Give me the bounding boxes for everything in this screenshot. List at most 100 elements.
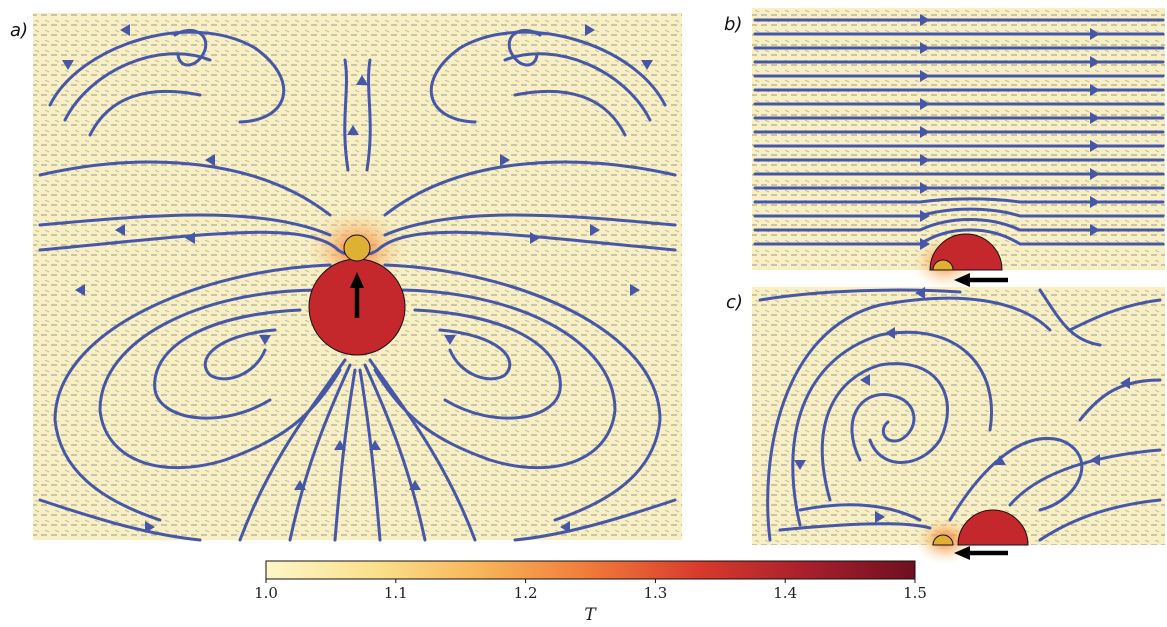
streamline-arrowhead [920,182,930,194]
streamline-arrowhead [920,98,930,110]
streamline-arrowhead [356,75,368,85]
small-disc [932,534,954,546]
streamline-arrowhead [205,154,215,166]
small-disc [932,259,954,271]
streamline [383,160,677,217]
streamline-arrowhead [1090,140,1100,152]
streamline-arrowhead [120,24,130,36]
streamline-arrowhead [920,70,930,82]
colorbar-tick-label: 1.5 [903,584,927,602]
streamline-arrowhead [860,374,870,386]
streamline [38,213,332,237]
panel-label-b: b) [724,14,742,35]
streamline-arrowhead [1090,84,1100,96]
colorbar-ticks: 1.0 1.1 1.2 1.3 1.4 1.5 [254,579,927,602]
streamline [758,288,962,302]
streamline-arrowhead [1090,224,1100,236]
streamline [429,30,667,124]
streamline-arrowhead [585,24,595,36]
streamline [38,498,202,542]
streamline-arrowhead [185,232,195,244]
panel-c-streamlines [758,288,1162,542]
streamline [333,368,357,542]
streamline [791,330,993,527]
streamline [358,368,382,542]
colorbar-tick-label: 1.4 [773,584,797,602]
streamline [753,197,1165,204]
panel-c-background [752,287,1165,545]
streamline-arrowhead [1090,56,1100,68]
streamline [383,213,677,237]
streamline-arrowhead [560,521,570,533]
streamline-arrowhead [1090,168,1100,180]
streamline-arrowhead [875,511,885,523]
streamline [820,362,949,502]
streamline-arrowhead [145,521,155,533]
colorbar-title: T [584,605,597,625]
streamline [753,218,1165,232]
streamline [413,308,562,420]
panel-a: a) [10,13,682,542]
streamline-arrowhead [1120,377,1130,389]
streamline-arrowhead [75,284,85,296]
panel-b: b) [724,8,1165,290]
motion-arrow-head [954,273,970,287]
streamline [88,89,202,137]
streamline [778,522,932,532]
colorbar-tick-label: 1.3 [643,584,667,602]
streamline-arrowhead [1090,28,1100,40]
streamline [383,263,662,522]
streamline-arrowhead [1090,196,1100,208]
streamline-arrowhead [115,224,125,236]
streamline-arrowhead [794,460,806,470]
streamline-arrowhead [920,42,930,54]
streamline [503,52,652,122]
streamline [1038,498,1162,542]
streamline [365,58,372,172]
streamline-arrowhead [994,455,1006,465]
streamline-arrowhead [444,335,456,345]
streamline-arrowhead [259,335,271,345]
streamline [173,29,208,67]
small-disc [343,234,371,262]
streamline-arrowhead [641,60,653,70]
streamline-arrowhead [530,232,540,244]
motion-arrow-head [350,272,364,288]
streamline-arrowhead [294,480,306,490]
streamline [63,52,212,122]
streamline-arrowhead [920,210,930,222]
streamline [1008,448,1162,507]
streamline [948,437,1084,522]
panel-label-a: a) [10,20,28,41]
streamline [1078,378,1162,422]
streamline [48,30,286,124]
streamline [363,363,427,542]
streamline [438,328,512,381]
streamline-arrowhead [62,60,74,70]
colorbar-gradient [265,560,916,580]
streamline [343,58,350,172]
streamline [288,363,352,542]
streamline-arrowhead [885,327,895,339]
colorbar-tick-label: 1.1 [384,584,408,602]
panel-a-streamlines [38,29,677,542]
streamline-arrowhead [500,154,510,166]
streamline [1038,288,1102,347]
motion-arrow-head [954,546,970,560]
panel-c: c) [726,287,1165,565]
streamline [373,288,617,470]
streamline-arrowhead [347,125,359,135]
streamline [766,296,1052,542]
streamline-arrowhead [1090,112,1100,124]
streamline-arrowhead [1090,454,1100,466]
streamline [850,392,916,462]
streamline [153,308,302,420]
streamline-arrowhead [590,224,600,236]
streamline-arrowhead [409,480,421,490]
streamline-arrowhead [920,126,930,138]
colorbar-tick-label: 1.2 [514,584,538,602]
streamline [507,29,542,67]
panel-a-arrowheads [62,24,653,533]
streamline-arrowhead [630,284,640,296]
